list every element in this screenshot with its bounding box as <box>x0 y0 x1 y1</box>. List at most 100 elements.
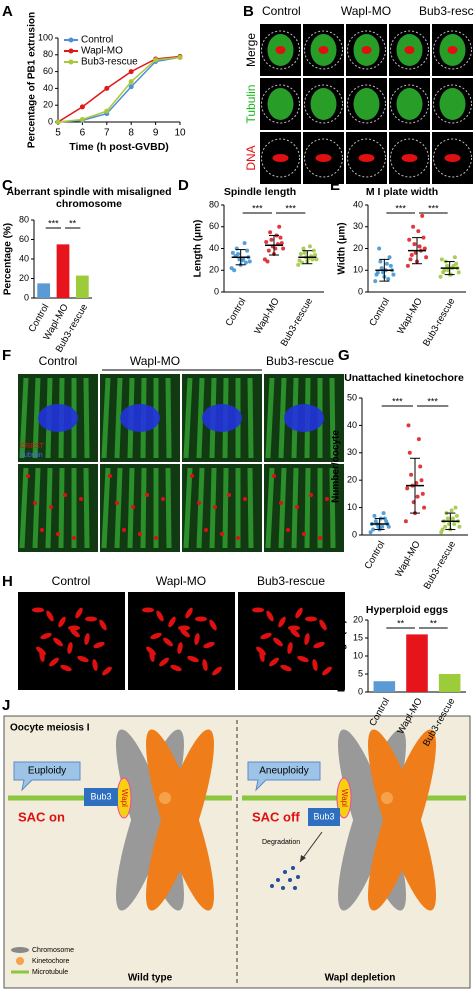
chromosome <box>368 729 436 911</box>
microtubule-fiber <box>140 467 147 549</box>
microtubule-fiber <box>165 467 172 549</box>
legend-label: Wapl-MO <box>81 46 123 57</box>
microtubule-fiber <box>196 377 205 459</box>
dot <box>445 516 450 521</box>
chromosome <box>269 657 279 667</box>
oocyte-outline <box>304 30 343 70</box>
dot <box>420 491 425 496</box>
kinetochore-spot <box>108 474 112 478</box>
microtubule-fiber <box>278 377 287 459</box>
dot <box>424 255 429 260</box>
panel-label: A <box>2 3 13 20</box>
dot <box>407 450 412 455</box>
chromosome <box>280 664 292 672</box>
chart-title: Unattached kinetochore <box>344 372 464 384</box>
microtubule-fiber <box>183 467 193 549</box>
y-tick-label: 40 <box>209 243 219 253</box>
dot <box>298 251 303 256</box>
microtubule-fiber <box>19 467 29 549</box>
kinetochore-spot <box>243 497 247 501</box>
spindle <box>396 88 423 120</box>
dna <box>447 46 458 54</box>
dot <box>406 423 411 428</box>
dot <box>439 257 444 262</box>
bub3-box <box>308 808 340 826</box>
column-label: Wapl-MO <box>341 4 391 18</box>
legend-swatch <box>11 947 29 953</box>
oocyte-outline <box>433 138 472 178</box>
chromosome <box>187 655 199 663</box>
legend-label: Kinetochore <box>32 958 69 965</box>
y-tick-label: 60 <box>19 234 29 244</box>
bar <box>438 674 461 692</box>
dot <box>266 248 271 253</box>
kinetochore-spot <box>122 528 126 532</box>
panel-label: J <box>2 697 10 714</box>
point <box>128 79 134 85</box>
chromosome <box>40 632 52 640</box>
significance-label: ** <box>397 618 405 628</box>
dot <box>456 270 461 275</box>
column-label: Control <box>52 574 91 588</box>
dot <box>438 274 443 279</box>
y-tick-label: 50 <box>347 392 357 402</box>
spindle <box>353 88 380 120</box>
dot <box>454 513 459 518</box>
chromosome <box>297 655 309 663</box>
kinetochore-spot <box>40 528 44 532</box>
dot <box>374 272 379 277</box>
series-line <box>57 56 181 123</box>
microtubule-fiber <box>32 467 41 549</box>
dot <box>380 524 385 529</box>
dot <box>422 505 427 510</box>
chromosome <box>146 729 214 911</box>
callout <box>247 761 321 792</box>
y-tick-label: 80 <box>43 49 53 59</box>
microtubule-fiber <box>265 467 275 549</box>
x-tick-label: 5 <box>55 128 61 139</box>
dot <box>422 246 427 251</box>
chromosome <box>304 633 310 645</box>
microtubule-fiber <box>304 467 311 549</box>
degradation-label: Degradation <box>262 839 300 846</box>
callout <box>13 761 81 792</box>
dot <box>379 266 384 271</box>
wapl <box>336 777 352 819</box>
kinetochore-spot <box>63 493 67 497</box>
chromosome <box>256 646 266 656</box>
microtubule-fiber <box>83 377 90 459</box>
dot <box>277 224 282 229</box>
column-label: Wapl-MO <box>156 574 206 588</box>
y-axis-label: Percentage of PB1 extrusion <box>27 12 38 148</box>
dot <box>296 262 301 267</box>
chromosome <box>77 655 89 663</box>
dot <box>416 229 421 234</box>
microtubule-fiber <box>247 467 254 549</box>
chromosomes <box>202 404 242 432</box>
chromosome <box>319 619 327 631</box>
significance-label: *** <box>285 203 296 213</box>
x-tick-label: Bub3-rescue <box>279 296 315 348</box>
y-tick-label: 100 <box>38 32 53 42</box>
point <box>153 57 159 63</box>
y-tick-label: 0 <box>352 529 357 539</box>
y-tick-label: 20 <box>209 265 219 275</box>
dot <box>440 527 445 532</box>
microtubule-fiber <box>183 377 193 459</box>
chromosomes <box>284 404 324 432</box>
bar <box>373 681 396 692</box>
chromosome <box>142 607 154 613</box>
chromosome <box>170 664 182 672</box>
dot <box>405 263 410 268</box>
chromosome <box>313 641 325 649</box>
significance-label: ** <box>430 618 438 628</box>
dot <box>409 253 414 258</box>
significance-label: ** <box>69 218 77 228</box>
chromosome <box>68 625 80 631</box>
dna <box>401 154 418 162</box>
x-tick-label: 9 <box>153 128 159 139</box>
legend-label: Chromosome <box>32 947 74 954</box>
wapl-depletion: Wapl Bub3 Aneuploidy SAC off Degradation… <box>242 729 466 984</box>
dot <box>441 270 446 275</box>
kinetochore-spot <box>286 528 290 532</box>
